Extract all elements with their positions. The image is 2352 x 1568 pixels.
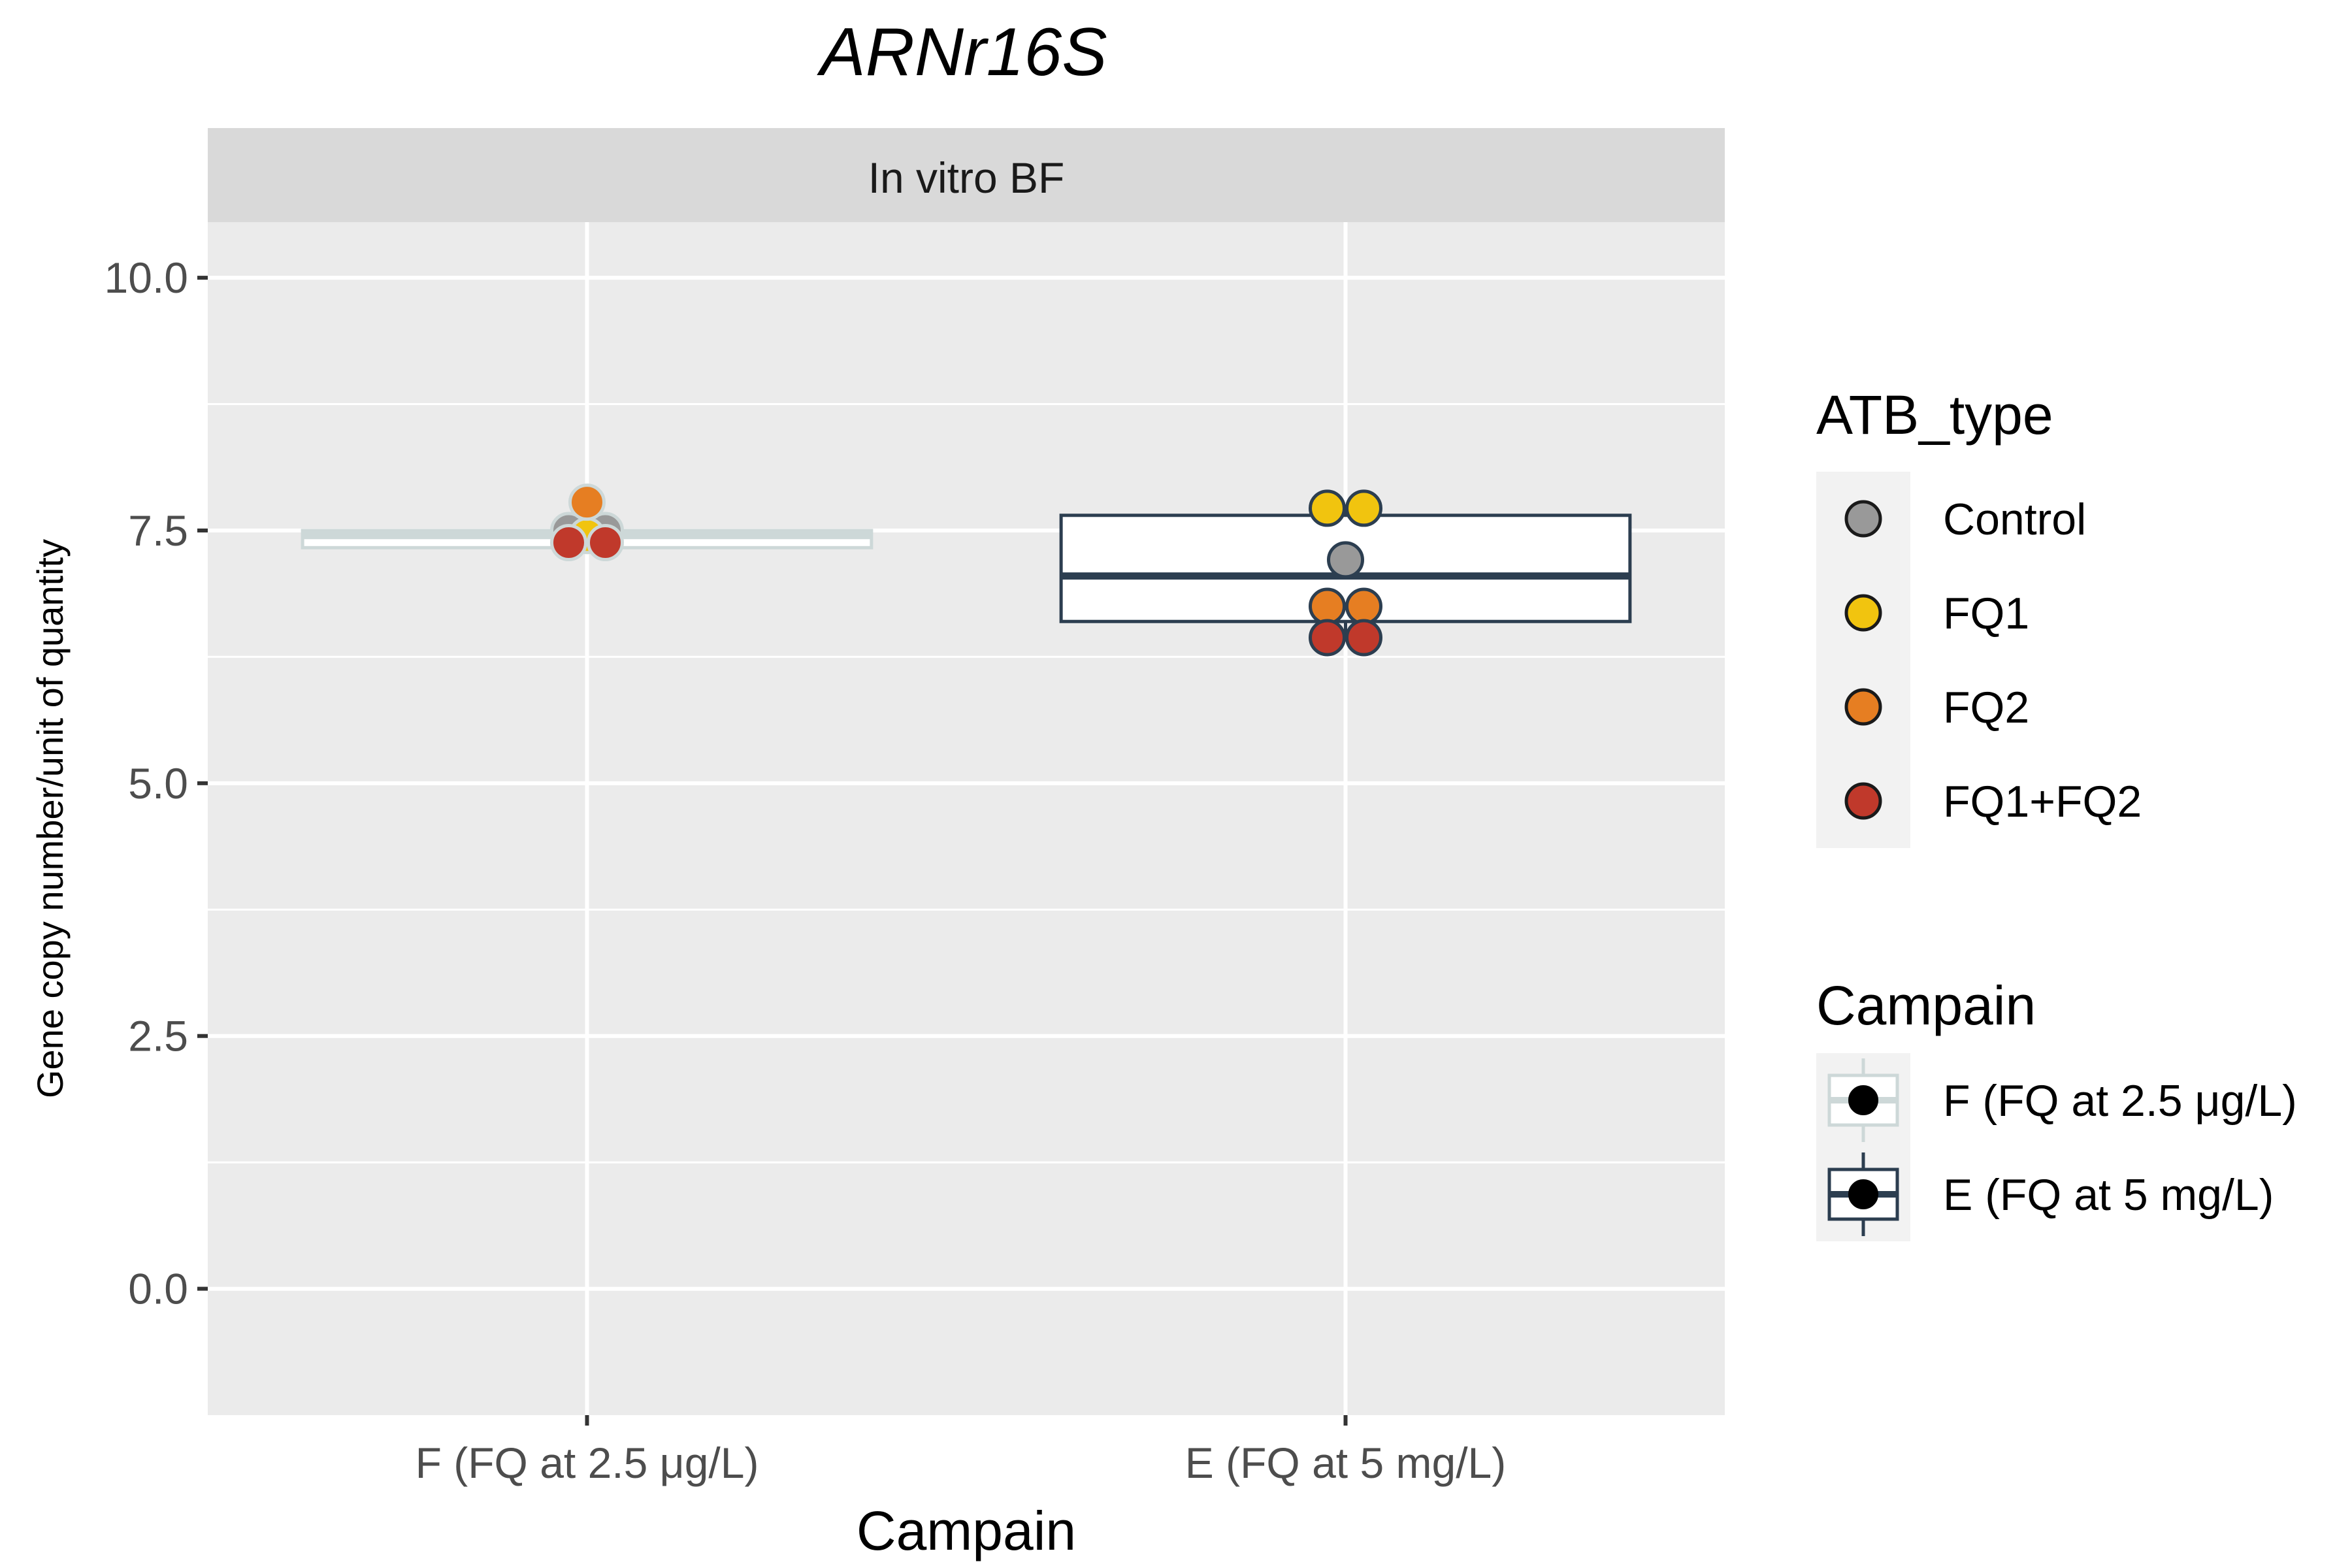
legend-campain-title: Campain <box>1816 975 2036 1036</box>
data-points <box>550 483 1382 657</box>
legend-campain-label: F (FQ at 2.5 μg/L) <box>1943 1076 2297 1126</box>
x-axis-title: Campain <box>857 1500 1076 1561</box>
data-point <box>550 524 587 562</box>
data-point <box>1327 541 1364 579</box>
data-point <box>1345 587 1382 625</box>
y-axis: 0.0 2.5 5.0 7.5 10.0 <box>105 253 208 1313</box>
chart-title: ARNr16S <box>816 14 1107 90</box>
data-point <box>1309 619 1346 657</box>
legend-campain-point <box>1848 1179 1878 1209</box>
legend-atb-type-label: FQ2 <box>1943 683 2029 732</box>
legend-atb-type-swatch <box>1844 782 1882 820</box>
y-tick-label: 10.0 <box>105 253 188 302</box>
data-point <box>587 524 624 562</box>
legend-atb-type-swatch <box>1844 688 1882 726</box>
legend-atb-type-swatch <box>1844 594 1882 632</box>
legend-atb-type-label: Control <box>1943 495 2086 544</box>
data-point <box>568 483 606 521</box>
data-point <box>1345 489 1382 527</box>
legend-campain-label: E (FQ at 5 mg/L) <box>1943 1170 2274 1220</box>
facet-strip <box>208 128 1725 222</box>
y-tick-label: 5.0 <box>128 759 188 808</box>
legend-campain-point <box>1848 1085 1878 1115</box>
x-axis: F (FQ at 2.5 μg/L) E (FQ at 5 mg/L) <box>416 1415 1506 1487</box>
facet-strip-label: In vitro BF <box>868 154 1065 202</box>
y-tick-label: 0.0 <box>128 1265 188 1313</box>
data-point <box>1309 587 1346 625</box>
data-point <box>1309 489 1346 527</box>
x-tick-label: E (FQ at 5 mg/L) <box>1185 1439 1506 1487</box>
y-tick-label: 7.5 <box>128 506 188 555</box>
y-axis-title: Gene copy number/unit of quantity <box>29 539 71 1098</box>
legend-atb-type-label: FQ1 <box>1943 589 2029 638</box>
legend-atb-type-swatch <box>1844 500 1882 538</box>
data-point <box>1345 619 1382 657</box>
legend-campain-swatch <box>1827 1152 1899 1236</box>
legend-atb-type-title: ATB_type <box>1816 384 2053 446</box>
legend-campain: Campain F (FQ at 2.5 μg/L) E (FQ at 5 mg/… <box>1816 975 2297 1241</box>
plot-panel <box>208 222 1725 1415</box>
grid-minor <box>208 403 1725 1164</box>
x-tick-label: F (FQ at 2.5 μg/L) <box>416 1439 759 1487</box>
legend-atb-type-label: FQ1+FQ2 <box>1943 777 2142 826</box>
legend-campain-swatch <box>1827 1058 1899 1142</box>
legend-atb-type: ATB_type Control FQ1 FQ2 FQ1+FQ2 <box>1816 384 2142 848</box>
y-tick-label: 2.5 <box>128 1012 188 1060</box>
